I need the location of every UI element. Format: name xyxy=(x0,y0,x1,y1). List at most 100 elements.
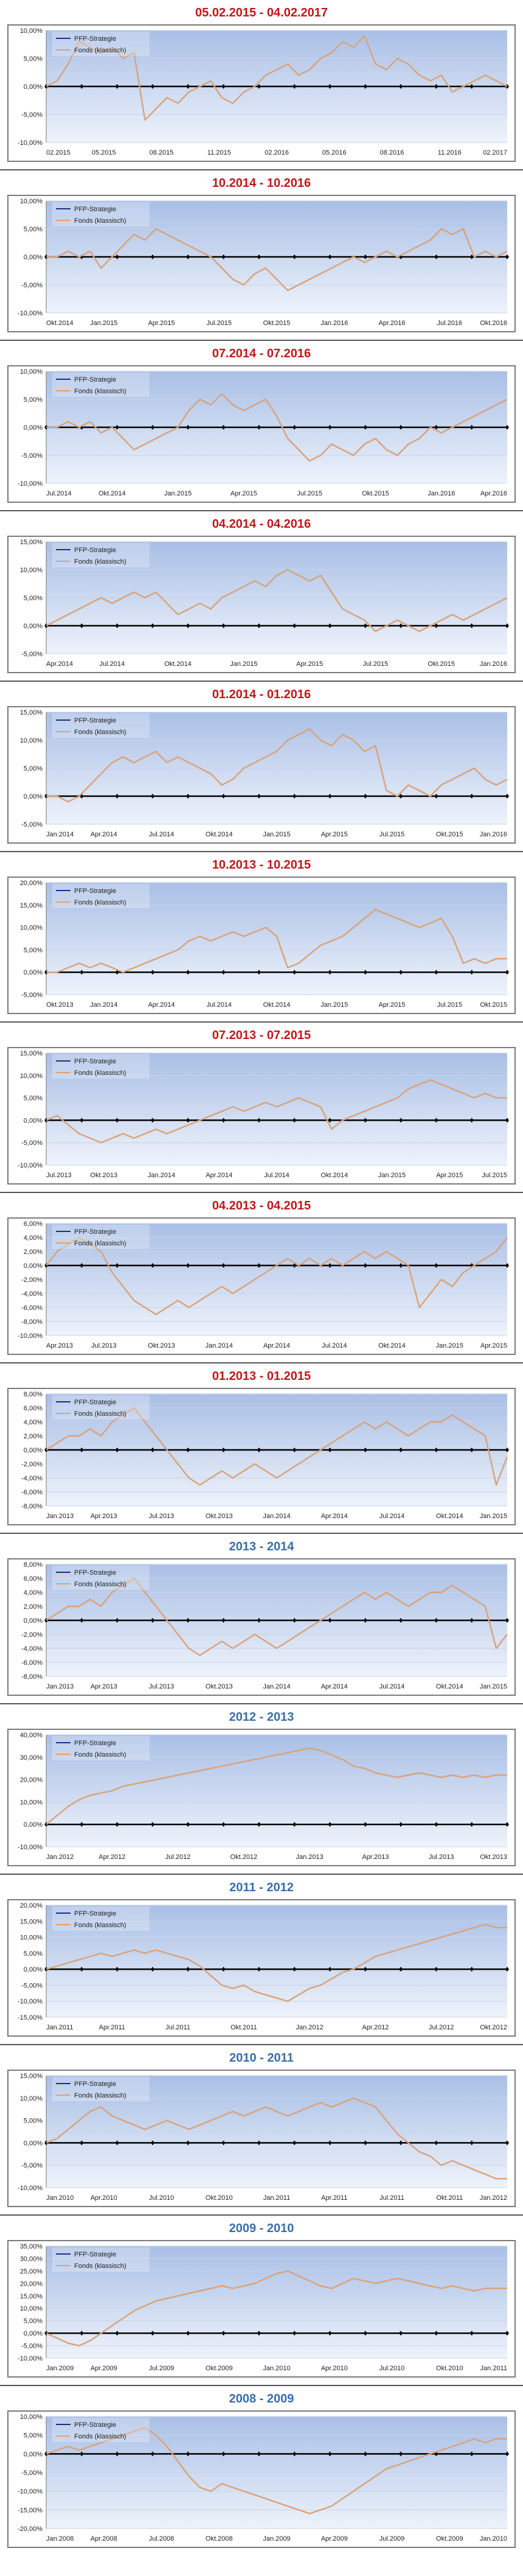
axis-marker xyxy=(150,1447,154,1452)
panel-separator xyxy=(0,1874,523,1875)
panel-separator xyxy=(0,510,523,511)
series-line-fonds xyxy=(46,2097,507,2180)
y-tick-label: -5,00% xyxy=(21,1982,43,1989)
axis-marker xyxy=(293,2331,297,2336)
axis-marker xyxy=(221,794,226,799)
axis-marker xyxy=(221,84,226,89)
x-tick-label: Okt.2014 xyxy=(436,1513,463,1520)
axis-marker xyxy=(399,84,403,89)
x-tick-label: Jan.2011 xyxy=(46,2024,73,2031)
y-tick-label: 30,00% xyxy=(20,1754,43,1762)
y-tick-label: 0,00% xyxy=(24,2140,43,2147)
x-tick-label: Apr.2014 xyxy=(91,831,117,838)
y-tick-label: -15,00% xyxy=(18,2507,43,2514)
chart-area: 10,00% 5,00% 0,00% -5,00% -10,00% Okt.2014 Jan… xyxy=(7,195,516,332)
x-tick-label: Jan.2015 xyxy=(263,831,290,838)
axis-marker xyxy=(150,794,154,799)
x-tick-label: Okt.2010 xyxy=(206,2194,233,2202)
axis-marker xyxy=(328,1447,332,1452)
axis-marker xyxy=(150,970,154,975)
x-tick-label: Jan.2014 xyxy=(263,1513,290,1520)
axis-marker xyxy=(328,794,332,799)
axis-marker xyxy=(363,1967,367,1972)
axis-marker xyxy=(434,1263,438,1268)
axis-marker xyxy=(150,84,154,89)
legend-label-fonds: Fonds (klassisch) xyxy=(74,1069,126,1077)
x-tick-label: Okt.2014 xyxy=(164,660,192,668)
legend-box xyxy=(52,1225,150,1249)
axis-marker xyxy=(505,623,509,628)
y-tick-label: 15,00% xyxy=(20,2073,43,2080)
panel-separator xyxy=(0,681,523,682)
axis-marker xyxy=(328,623,332,628)
x-tick-label: Jan.2012 xyxy=(296,2024,324,2031)
y-tick-label: 15,00% xyxy=(20,1918,43,1925)
axis-marker xyxy=(257,1118,261,1123)
y-tick-label: 40,00% xyxy=(20,1732,43,1739)
y-tick-label: 0,00% xyxy=(24,623,43,630)
axis-marker xyxy=(434,1822,438,1827)
y-tick-label: 10,00% xyxy=(20,2095,43,2102)
legend-label-pfp: PFP-Strategie xyxy=(74,717,116,724)
axis-marker xyxy=(221,970,226,975)
axis-marker xyxy=(328,1967,332,1972)
x-tick-label: Jul.2015 xyxy=(379,831,405,838)
y-tick-label: 2,00% xyxy=(24,1248,43,1256)
axis-marker xyxy=(80,1118,84,1123)
axis-marker xyxy=(363,254,367,259)
axis-marker xyxy=(150,1263,154,1268)
y-tick-label: 10,00% xyxy=(20,1934,43,1942)
panel-separator xyxy=(0,1021,523,1023)
axis-marker xyxy=(399,2451,403,2457)
x-tick-label: Apr.2013 xyxy=(362,1853,389,1861)
axis-marker xyxy=(186,2451,190,2457)
axis-marker xyxy=(363,2140,367,2146)
legend-label-pfp: PFP-Strategie xyxy=(74,206,116,213)
y-tick-label: 10,00% xyxy=(20,737,43,744)
x-tick-label: Jan.2010 xyxy=(46,2194,74,2202)
y-tick-label: 15,00% xyxy=(20,902,43,909)
y-tick-label: 10,00% xyxy=(20,925,43,932)
series-line-fonds xyxy=(46,2270,507,2347)
x-tick-label: Jul.2009 xyxy=(149,2365,175,2372)
plot-area xyxy=(46,2246,507,2358)
chart-panel: 10.2014 - 10.2016 10,00% 5,00% 0,00% -5,00% -… xyxy=(0,174,523,345)
axis-marker xyxy=(434,1447,438,1452)
axis-marker xyxy=(469,623,474,628)
axis-marker xyxy=(328,1822,332,1827)
x-tick-label: Jan.2010 xyxy=(480,2535,507,2543)
x-tick-label: Okt.2015 xyxy=(436,831,463,838)
x-tick-label: Jan.2016 xyxy=(480,831,507,838)
y-tick-label: 20,00% xyxy=(20,2280,43,2287)
x-tick-label: Okt.2013 xyxy=(46,1001,74,1009)
axis-marker xyxy=(434,84,438,89)
y-tick-label: -5,00% xyxy=(21,1139,43,1147)
series-line-fonds xyxy=(46,1407,508,1486)
y-tick-label: -5,00% xyxy=(21,2469,43,2477)
x-tick-label: Jan.2014 xyxy=(90,1001,117,1009)
x-tick-label: Jan.2009 xyxy=(46,2365,74,2372)
axis-marker xyxy=(80,2140,84,2146)
chart-title: 07.2013 - 07.2015 xyxy=(212,1029,311,1042)
legend-box xyxy=(52,713,150,738)
chart-area: 15,00% 10,00% 5,00% 0,00% -5,00% -10,00% Jan.2… xyxy=(7,2070,516,2207)
x-tick-label: Okt.2013 xyxy=(206,1683,233,1690)
x-tick-label: 02.2015 xyxy=(46,149,71,156)
axis-marker xyxy=(363,425,367,430)
y-tick-label: -8,00% xyxy=(21,1673,43,1681)
axis-marker xyxy=(399,1118,403,1123)
axis-marker xyxy=(186,623,190,628)
axis-marker xyxy=(186,1618,190,1623)
y-tick-label: -5,00% xyxy=(21,651,43,658)
x-tick-label: Jan.2016 xyxy=(320,320,348,327)
x-tick-label: Okt.2013 xyxy=(206,1513,233,1520)
y-tick-label: -2,00% xyxy=(21,1461,43,1468)
y-tick-label: 4,00% xyxy=(24,1419,43,1426)
x-tick-label: Okt.2015 xyxy=(428,660,455,668)
x-tick-label: Apr.2008 xyxy=(91,2535,117,2543)
y-tick-label: 15,00% xyxy=(20,709,43,716)
panel-separator xyxy=(0,1703,523,1704)
x-tick-label: Apr.2014 xyxy=(46,660,73,668)
axis-marker xyxy=(44,1967,48,1972)
axis-marker xyxy=(80,1447,84,1452)
